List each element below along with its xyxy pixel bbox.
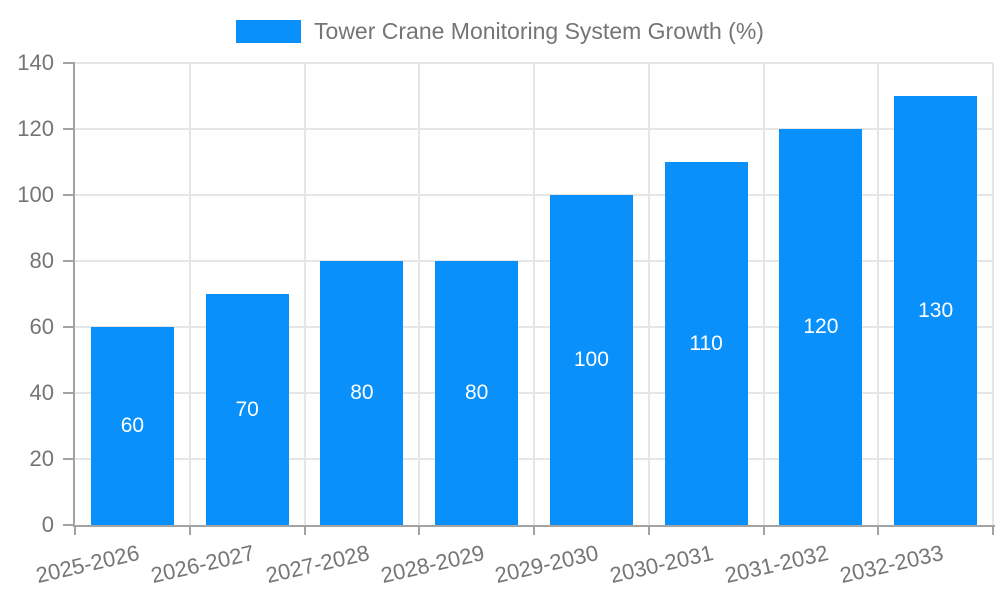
x-axis-tick [533,525,535,535]
bar: 60 [90,327,174,525]
bar-value-label: 130 [918,298,954,322]
y-axis-tick [63,326,75,328]
gridline-x [418,63,421,525]
gridline-x [992,63,994,525]
gridline-x [303,63,306,525]
y-axis-tick [63,194,75,196]
x-axis-tick [877,525,880,535]
bar-value-label: 120 [803,315,839,338]
y-tick-label: 40 [29,380,54,405]
bar: 120 [779,129,863,525]
bar-value-label: 80 [350,381,374,404]
chart-legend[interactable]: Tower Crane Monitoring System Growth (%) [0,18,1000,44]
bar-value-label: 110 [689,331,723,355]
x-axis-tick [762,525,765,535]
y-tick-label: 0 [41,512,54,537]
bar-value-label: 70 [235,397,259,421]
y-axis-tick [63,458,75,460]
y-tick-label: 60 [29,314,54,339]
x-axis-tick [418,525,421,535]
gridline-x [877,63,880,525]
x-axis-line [73,525,995,527]
y-axis-tick [63,392,75,394]
bar: 70 [205,294,289,525]
y-axis-tick [63,62,75,64]
x-axis-tick [303,525,306,535]
bar-value-label: 80 [464,381,489,404]
y-tick-label: 140 [17,50,54,75]
y-axis-tick [63,524,75,526]
gridline-x [533,63,535,525]
bar: 80 [320,261,404,525]
gridline-x [762,63,765,525]
y-axis-tick [63,260,75,262]
y-tick-label: 120 [17,116,54,141]
bar: 110 [664,162,748,525]
x-axis-tick [992,525,994,535]
legend-swatch[interactable] [236,19,302,43]
bar: 80 [435,261,519,525]
x-axis-tick [188,525,191,535]
y-tick-label: 20 [29,446,54,471]
x-axis-tick [74,525,76,535]
legend-label[interactable]: Tower Crane Monitoring System Growth (%) [314,18,764,44]
x-axis-tick [647,525,650,535]
gridline-x [647,63,650,525]
bar-value-label: 60 [120,414,145,437]
bar: 100 [549,195,633,525]
y-axis-line [73,63,75,527]
y-tick-label: 100 [17,182,54,207]
y-axis-tick [63,128,75,130]
bar: 130 [894,96,978,525]
bar-value-label: 100 [573,348,609,371]
y-tick-label: 80 [29,248,54,273]
gridline-x [188,63,191,525]
